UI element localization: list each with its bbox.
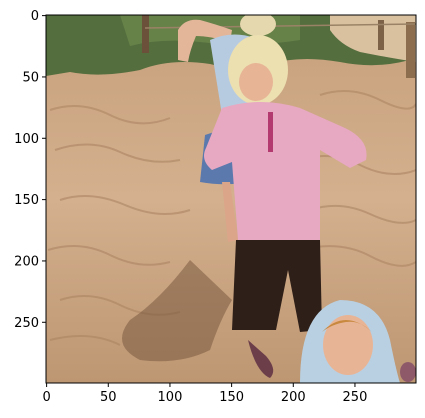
y-axis: 0 50 100 150 200 250: [14, 9, 46, 331]
hood-hair: [322, 320, 372, 332]
y-tick-label: 200: [14, 254, 39, 269]
sand-path: [330, 15, 416, 62]
y-tick-label: 250: [14, 316, 39, 331]
x-tick-label: 150: [219, 390, 244, 405]
y-tick-label: 0: [31, 9, 39, 24]
y-tick-label: 50: [22, 70, 39, 85]
child-shadow: [122, 260, 232, 362]
hood-face: [323, 315, 373, 375]
y-tick-label: 100: [14, 132, 39, 147]
fence-post: [406, 22, 415, 78]
x-tick-label: 0: [42, 390, 50, 405]
hooded-child: [300, 300, 400, 383]
shirt-stripe: [268, 112, 273, 152]
x-tick-label: 100: [158, 390, 183, 405]
dark-pants: [232, 240, 322, 332]
fence-post: [142, 15, 149, 53]
x-tick-label: 200: [281, 390, 306, 405]
beach-photo: [46, 15, 416, 383]
x-tick-label: 250: [343, 390, 368, 405]
y-tick-label: 150: [14, 193, 39, 208]
x-tick-label: 50: [100, 390, 117, 405]
x-axis: 0 50 100 150 200 250: [42, 383, 367, 405]
sandal: [248, 340, 274, 378]
main-child: [204, 35, 367, 378]
legs: [222, 182, 238, 242]
face: [239, 63, 273, 101]
hair: [240, 15, 276, 36]
pink-shirt: [204, 102, 367, 245]
raised-arm: [178, 19, 232, 62]
axes-frame: [45, 14, 417, 384]
sandal-right: [400, 362, 416, 382]
fence-post: [378, 20, 384, 50]
